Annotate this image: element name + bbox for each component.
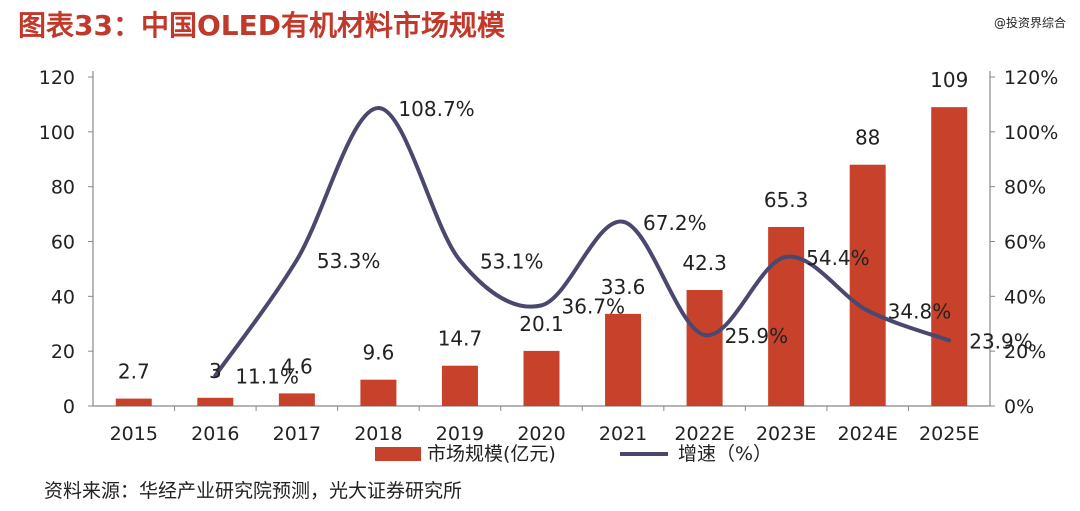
- bar-value-label: 109: [930, 68, 968, 92]
- bar-2024E: [849, 164, 886, 406]
- x-axis-tick-label: 2021: [599, 423, 647, 445]
- left-axis-tick-label: 0: [63, 396, 75, 418]
- growth-value-label: 54.4%: [806, 246, 870, 270]
- x-axis-tick-label: 2020: [517, 423, 565, 445]
- right-axis-tick-label: 0%: [1004, 396, 1034, 418]
- legend-line-label: 增速（%）: [678, 443, 772, 465]
- bar-2021: [605, 313, 642, 406]
- x-axis-tick-label: 2017: [273, 423, 321, 445]
- bar-2023E: [768, 226, 805, 406]
- x-axis-tick-label: 2023E: [756, 423, 816, 445]
- bar-value-label: 2.7: [118, 360, 150, 384]
- bar-value-label: 88: [855, 126, 880, 150]
- x-axis-tick-label: 2022E: [674, 423, 734, 445]
- bar-2016: [197, 397, 234, 406]
- left-axis-tick-label: 60: [51, 232, 75, 254]
- right-axis-tick-label: 100%: [1004, 122, 1058, 144]
- left-axis-tick-label: 80: [51, 177, 75, 199]
- right-axis-tick-label: 60%: [1004, 232, 1046, 254]
- growth-value-label: 36.7%: [562, 294, 626, 318]
- bar-2020: [523, 350, 560, 406]
- bar-value-label: 65.3: [764, 188, 809, 212]
- left-axis-tick-label: 100: [39, 122, 75, 144]
- x-axis-tick-label: 2015: [110, 423, 158, 445]
- left-axis-tick-label: 120: [39, 67, 75, 89]
- bar-2025E: [931, 107, 968, 407]
- bar-value-label: 9.6: [363, 341, 395, 365]
- left-axis-tick-label: 20: [51, 341, 75, 363]
- x-axis-tick-label: 2025E: [919, 423, 979, 445]
- right-axis-tick-label: 80%: [1004, 177, 1046, 199]
- growth-value-label: 53.1%: [480, 249, 544, 273]
- source-note: 资料来源：华经产业研究院预测，光大证券研究所: [44, 480, 463, 502]
- bar-value-label: 14.7: [438, 327, 483, 351]
- growth-value-label: 34.8%: [888, 300, 952, 324]
- x-axis-tick-label: 2024E: [838, 423, 898, 445]
- bar-2019: [441, 365, 478, 406]
- chart-title: 图表33：中国OLED有机材料市场规模: [18, 9, 505, 42]
- left-axis-tick-label: 40: [51, 286, 75, 308]
- growth-value-label: 108.7%: [398, 97, 474, 121]
- growth-value-label: 25.9%: [725, 324, 789, 348]
- right-axis-tick-label: 20%: [1004, 341, 1046, 363]
- x-axis-tick-label: 2016: [191, 423, 239, 445]
- bar-2015: [115, 398, 152, 406]
- growth-value-label: 67.2%: [643, 211, 707, 235]
- bar-value-label: 4.6: [281, 354, 313, 378]
- growth-value-label: 11.1%: [235, 365, 299, 389]
- watermark: @投资界综合: [993, 16, 1066, 30]
- x-axis-tick-label: 2018: [354, 423, 402, 445]
- growth-value-label: 23.9%: [969, 329, 1033, 353]
- right-axis-tick-label: 120%: [1004, 67, 1058, 89]
- bar-2018: [360, 379, 397, 406]
- growth-value-label: 53.3%: [317, 249, 381, 273]
- bar-2017: [278, 393, 315, 406]
- legend-bar-swatch: [375, 447, 421, 461]
- bar-value-label: 42.3: [682, 251, 727, 275]
- bar-value-label: 3: [209, 359, 222, 383]
- bar-2022E: [686, 290, 723, 406]
- right-axis-tick-label: 40%: [1004, 286, 1046, 308]
- growth-rate-line: [213, 105, 952, 378]
- legend-bar-label: 市场规模(亿元): [427, 443, 556, 465]
- bar-value-label: 20.1: [519, 312, 564, 336]
- bar-value-label: 33.6: [601, 275, 646, 299]
- x-axis-tick-label: 2019: [436, 423, 484, 445]
